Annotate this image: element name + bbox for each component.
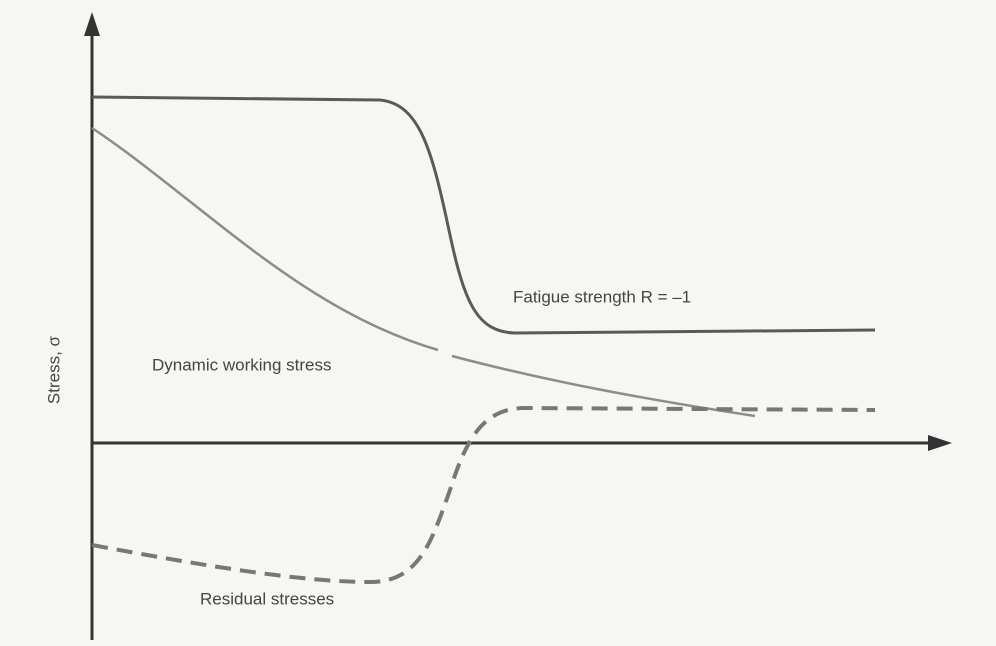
dynamic-working-stress-curve bbox=[91, 126, 756, 418]
y-axis-label: Stress, σ bbox=[44, 335, 63, 404]
fatigue-strength-curve bbox=[91, 95, 876, 335]
y-axis-arrow bbox=[84, 12, 100, 36]
curve-label: Residual stresses bbox=[200, 589, 334, 608]
curve-label: Dynamic working stress bbox=[152, 355, 332, 374]
curve-label: Fatigue strength R = –1 bbox=[513, 287, 691, 306]
x-axis-arrow bbox=[928, 435, 952, 451]
residual-stresses-curve bbox=[91, 405, 876, 585]
